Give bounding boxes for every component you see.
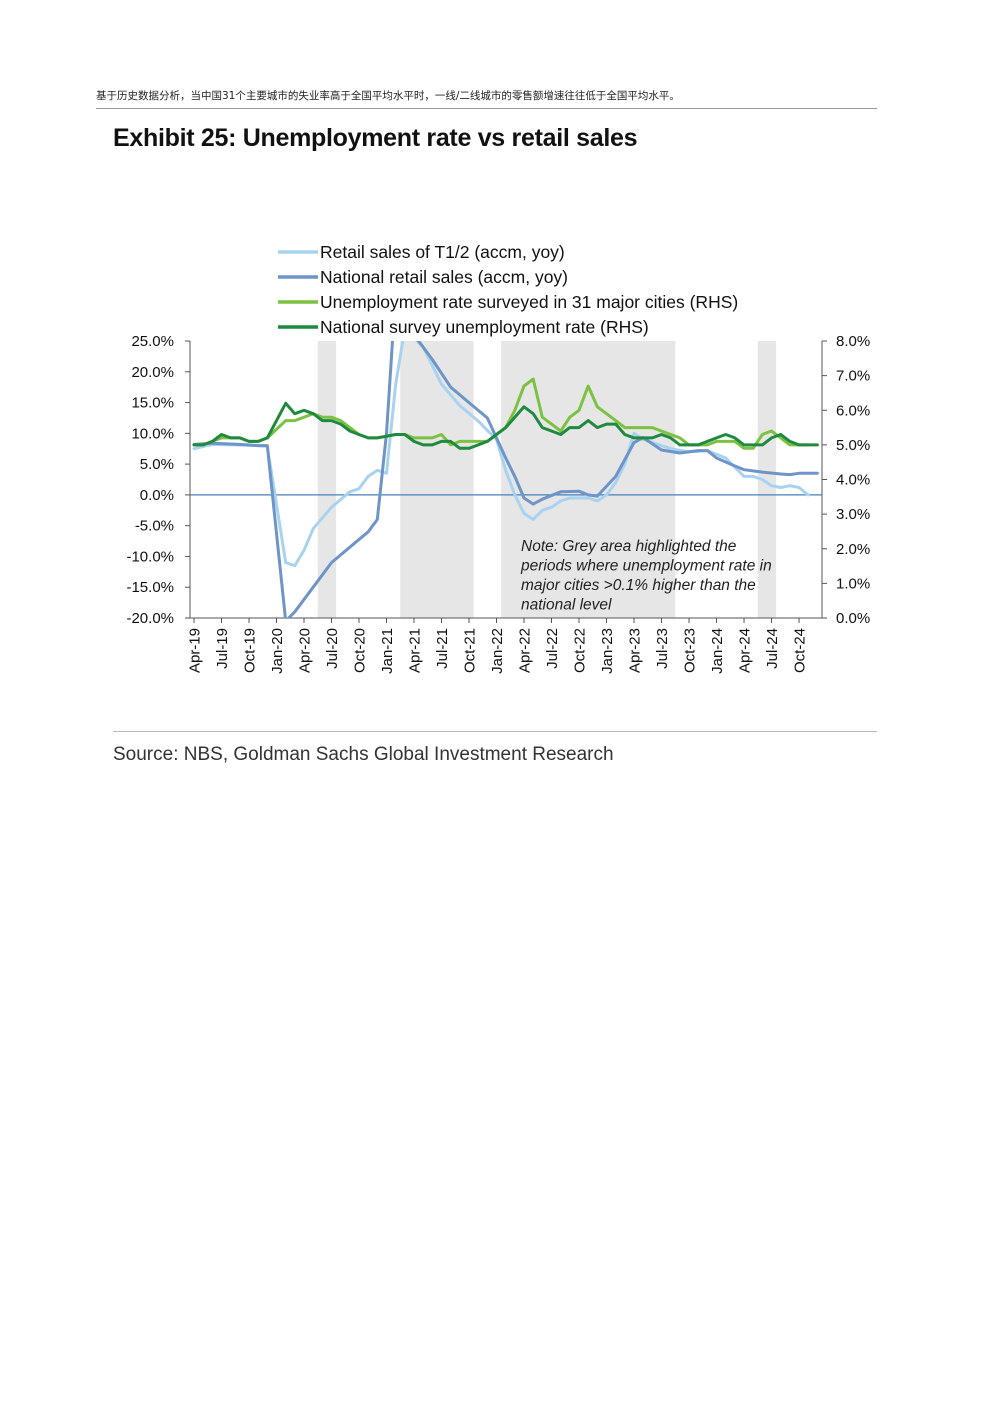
x-tick-label: Apr-21 (407, 628, 424, 673)
chart-svg: 25.0% 20.0% 15.0% 10.0% 5.0% 0.0% -5.0% -10.0% -… (126, 242, 870, 674)
exhibit-title: Exhibit 25: Unemployment rate vs retail … (113, 124, 638, 152)
left-tick-label: -10.0% (126, 548, 174, 565)
legend-label-2: Unemployment rate surveyed in 31 major c… (320, 292, 738, 312)
x-tick-label: Jan-23 (599, 628, 616, 674)
x-tick-label: Oct-22 (572, 628, 589, 673)
shaded-periods (317, 341, 777, 618)
chart-axes: 25.0% 20.0% 15.0% 10.0% 5.0% 0.0% -5.0% -10.0% -… (126, 333, 870, 674)
left-tick-label: -15.0% (126, 579, 174, 596)
header-note: 基于历史数据分析，当中国31个主要城市的失业率高于全国平均水平时，一线/二线城市… (96, 90, 680, 102)
series-line-3 (192, 401, 819, 450)
x-tick-label: Jul-24 (764, 628, 781, 669)
x-tick-label: Jan-21 (379, 628, 396, 674)
chart-annotation: Note: Grey area highlighted the periods w… (520, 538, 772, 614)
right-tick-label: 2.0% (836, 541, 870, 558)
annotation-note: Note: Grey area highlighted the periods w… (520, 538, 772, 614)
left-tick-label: 15.0% (131, 395, 174, 412)
series-line-1 (192, 341, 819, 618)
x-tick-label: Apr-23 (627, 628, 644, 673)
x-tick-label: Oct-23 (682, 628, 699, 673)
x-tick-label: Jul-19 (214, 628, 231, 669)
left-tick-label: -5.0% (135, 518, 174, 535)
left-tick-label: -20.0% (126, 610, 174, 627)
x-tick-label: Jul-21 (434, 628, 451, 669)
shaded-period-1 (400, 341, 474, 618)
x-tick-label: Oct-21 (462, 628, 479, 673)
x-tick-label: Oct-19 (242, 628, 259, 673)
right-tick-label: 0.0% (836, 610, 870, 627)
x-tick-label: Apr-24 (737, 628, 754, 673)
right-tick-label: 8.0% (836, 333, 870, 350)
left-tick-label: 10.0% (131, 425, 174, 442)
x-tick-label: Jul-23 (654, 628, 671, 669)
x-tick-label: Oct-20 (352, 628, 369, 673)
legend-label-3: National survey unemployment rate (RHS) (320, 317, 649, 337)
x-tick-label: Oct-24 (792, 628, 809, 673)
shaded-period-3 (757, 341, 777, 618)
x-tick-label: Apr-19 (187, 628, 204, 673)
footer-divider (113, 731, 877, 732)
shaded-period-0 (317, 341, 337, 618)
right-tick-label: 1.0% (836, 575, 870, 592)
left-tick-label: 5.0% (140, 456, 174, 473)
x-tick-label: Jan-20 (269, 628, 286, 674)
right-tick-label: 5.0% (836, 437, 870, 454)
right-tick-label: 3.0% (836, 506, 870, 523)
right-tick-label: 6.0% (836, 402, 870, 419)
chart-legend: Retail sales of T1/2 (accm, yoy) National… (278, 242, 738, 337)
left-tick-label: 20.0% (131, 364, 174, 381)
left-tick-label: 25.0% (131, 333, 174, 350)
x-tick-label: Jul-20 (324, 628, 341, 669)
x-tick-label: Jan-24 (709, 628, 726, 674)
chart-series (192, 341, 819, 618)
right-tick-label: 4.0% (836, 472, 870, 489)
x-tick-label: Jan-22 (489, 628, 506, 674)
right-tick-label: 7.0% (836, 368, 870, 385)
legend-label-0: Retail sales of T1/2 (accm, yoy) (320, 242, 565, 262)
source-note: Source: NBS, Goldman Sachs Global Invest… (113, 744, 614, 765)
left-tick-label: 0.0% (140, 487, 174, 504)
series-line-2 (192, 377, 810, 450)
x-tick-label: Apr-20 (297, 628, 314, 673)
x-tick-label: Jul-22 (544, 628, 561, 669)
x-tick-label: Apr-22 (517, 628, 534, 673)
legend-label-1: National retail sales (accm, yoy) (320, 267, 568, 287)
header-divider (96, 108, 877, 109)
